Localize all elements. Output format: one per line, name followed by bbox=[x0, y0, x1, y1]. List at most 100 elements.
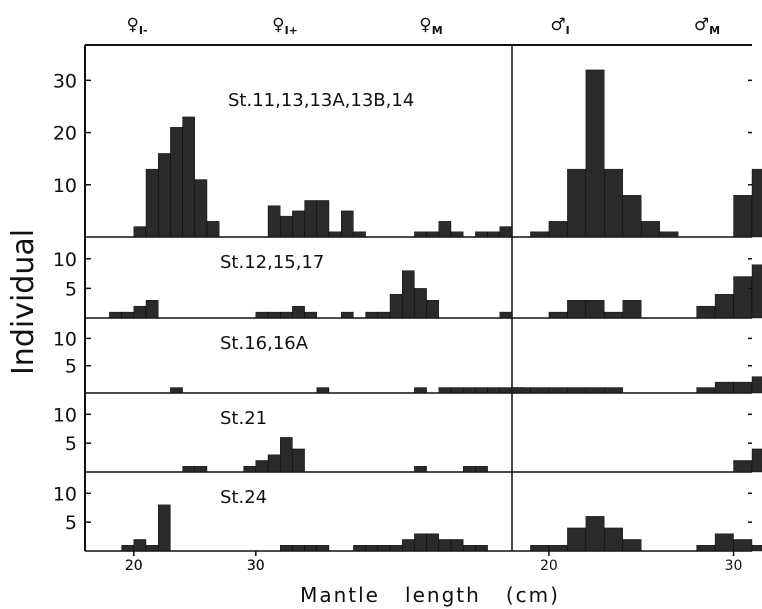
y-tick-label: 5 bbox=[65, 512, 77, 534]
female-bar bbox=[316, 200, 330, 238]
male-bar bbox=[585, 387, 605, 394]
x-tick-label: 30 bbox=[725, 558, 743, 574]
group-header: ♀I+ bbox=[272, 15, 298, 37]
male-bar bbox=[604, 387, 623, 394]
female-bar bbox=[133, 226, 147, 238]
male-bar bbox=[585, 69, 605, 238]
female-bar bbox=[145, 545, 159, 552]
group-subscript: I+ bbox=[285, 24, 298, 37]
male-bar bbox=[733, 195, 753, 238]
female-bar bbox=[463, 387, 476, 394]
female-bar bbox=[499, 387, 513, 394]
y-tick-label: 10 bbox=[53, 483, 77, 505]
male-bar bbox=[733, 381, 753, 394]
female-bar bbox=[121, 311, 134, 319]
male-bar bbox=[733, 539, 753, 552]
male-bar bbox=[548, 545, 568, 552]
female-bar bbox=[304, 200, 318, 238]
female-bar bbox=[499, 226, 513, 238]
female-bar bbox=[243, 466, 257, 473]
male-bar bbox=[567, 168, 587, 238]
female-bar bbox=[426, 300, 440, 319]
female-bar bbox=[194, 466, 208, 473]
group-subscript: M bbox=[432, 24, 443, 37]
panel-labels: St.11,13,13A,13B,14 St.12,15,17 St.16,16A S… bbox=[220, 90, 414, 508]
female-bar bbox=[341, 210, 354, 238]
female-bar bbox=[487, 231, 501, 238]
group-subscript: M bbox=[709, 24, 720, 37]
male-bar bbox=[659, 231, 679, 238]
female-bar bbox=[145, 168, 159, 238]
male-bar bbox=[714, 294, 734, 319]
y-tick-label: 10 bbox=[53, 249, 77, 271]
male-bar bbox=[622, 195, 642, 238]
group-symbol: ♂ bbox=[694, 15, 709, 35]
panel-label: St.12,15,17 bbox=[220, 252, 324, 273]
group-symbol: ♀ bbox=[419, 15, 431, 35]
female-bar bbox=[267, 311, 281, 319]
female-bar bbox=[292, 545, 305, 552]
x-tick-label: 20 bbox=[540, 558, 558, 574]
group-header: ♂M bbox=[694, 15, 720, 37]
female-bar bbox=[475, 231, 488, 238]
x-tick-label: 20 bbox=[125, 558, 143, 574]
group-header: ♂I bbox=[550, 15, 569, 37]
female-bar bbox=[438, 387, 452, 394]
male-bar bbox=[696, 305, 716, 319]
y-tick-label: 10 bbox=[53, 404, 77, 426]
male-bar bbox=[548, 387, 568, 394]
male-bar bbox=[604, 311, 623, 319]
male-bar bbox=[585, 516, 605, 552]
group-symbol: ♂ bbox=[550, 15, 565, 35]
female-bar bbox=[426, 231, 440, 238]
panel-label: St.21 bbox=[220, 408, 267, 429]
group-subscript: I bbox=[566, 24, 570, 37]
female-bar bbox=[353, 545, 366, 552]
female-bar bbox=[316, 545, 330, 552]
male-bar bbox=[622, 300, 642, 319]
female-bar bbox=[402, 270, 415, 319]
male-bar bbox=[696, 387, 716, 394]
male-bar bbox=[751, 168, 762, 238]
female-bar bbox=[450, 231, 464, 238]
y-tick-label: 10 bbox=[53, 328, 77, 350]
female-bar bbox=[438, 221, 452, 238]
panel-label: St.16,16A bbox=[220, 333, 309, 354]
panel-label: St.24 bbox=[220, 487, 267, 508]
y-tick-label: 10 bbox=[53, 175, 77, 197]
female-bar bbox=[280, 437, 293, 473]
female-bar bbox=[170, 127, 183, 238]
x-axis-label: Mantle length (cm) bbox=[300, 583, 560, 607]
female-bar bbox=[157, 504, 171, 552]
female-bar bbox=[133, 539, 147, 552]
female-bar bbox=[414, 466, 427, 473]
y-axis-ticks: 10 20 30 5 10 5 10 5 10 5 10 bbox=[53, 70, 752, 534]
female-bar bbox=[292, 210, 305, 238]
female-bar bbox=[438, 539, 452, 552]
female-bar bbox=[267, 454, 281, 473]
male-bar bbox=[751, 448, 762, 473]
female-bar bbox=[328, 231, 342, 238]
female-bar bbox=[292, 448, 305, 473]
female-bar bbox=[426, 533, 440, 552]
male-bar bbox=[604, 527, 623, 552]
female-bar bbox=[475, 387, 488, 394]
male-bar bbox=[567, 300, 587, 319]
female-bar bbox=[389, 294, 403, 319]
female-bar bbox=[194, 179, 208, 238]
panel-label: St.11,13,13A,13B,14 bbox=[228, 90, 414, 111]
male-bar bbox=[714, 533, 734, 552]
male-bar bbox=[585, 300, 605, 319]
female-bar bbox=[316, 387, 330, 394]
male-bar bbox=[751, 264, 762, 319]
female-bar bbox=[499, 311, 513, 319]
male-bar bbox=[530, 231, 550, 238]
female-bar bbox=[365, 311, 379, 319]
female-bar bbox=[206, 221, 220, 238]
x-tick-label: 30 bbox=[247, 558, 265, 574]
male-bar bbox=[751, 545, 762, 552]
male-bar bbox=[567, 387, 587, 394]
male-bar bbox=[641, 221, 660, 238]
